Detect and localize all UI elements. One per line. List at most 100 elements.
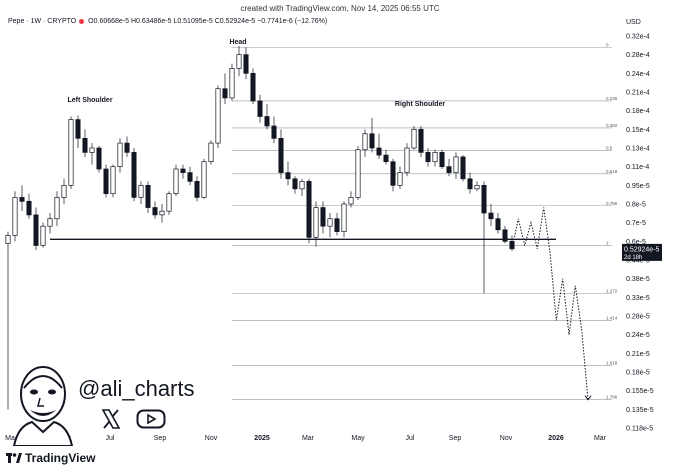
fib-level-label: 0.618 [606,169,618,174]
y-tick-label: 0.8e-5 [626,202,646,209]
candle-down [488,212,494,220]
y-tick-label: 0.118e-5 [626,426,653,433]
x-tick-label: Mar [594,435,607,442]
price-tag-value: 0.52924e-5 [624,246,660,253]
candle-down [250,72,256,102]
candle-up [327,218,333,227]
x-tick-label: May [351,435,365,442]
candle-down [285,172,291,180]
chart-caption: created with TradingView.com, Nov 14, 20… [240,4,440,13]
candle-up [138,184,144,198]
projection-path [511,207,589,400]
candle-down [257,100,263,117]
y-tick-label: 0.44e-5 [626,258,650,265]
candle-down [194,181,200,198]
tradingview-logo: TradingView [6,451,95,465]
candle-down [334,218,340,232]
candle-up [299,181,305,190]
candle-up [355,149,361,198]
candle-down [19,197,25,202]
x-tick-label: 2025 [254,435,270,442]
price-tag-countdown: 2d 18h [624,255,642,261]
candle-down [152,207,158,216]
candle-up [474,184,480,190]
candle-down [502,229,508,242]
candle-down [376,147,382,156]
candle-up [68,119,74,186]
x-tick-label: Mar [302,435,315,442]
x-tick-label: Nov [500,435,513,442]
pattern-annotation: Left Shoulder [67,97,112,104]
author-handle: @ali_charts [78,376,195,401]
pattern-annotation: Head [229,39,246,46]
candle-up [215,88,221,144]
y-tick-label: 0.6e-5 [626,239,646,246]
legend-symbol: Pepe · 1W · CRYPTO [8,18,77,25]
y-tick-label: 0.28e-5 [626,314,650,321]
y-tick-label: 0.155e-5 [626,388,654,395]
candle-up [432,152,438,163]
candle-up [201,161,207,198]
legend-change: −0.7741e-6 (−12.76%) [257,18,328,25]
candle-down [222,88,228,99]
y-tick-label: 0.32e-4 [626,34,650,41]
candle-down [278,137,284,173]
x-tick-label: Sep [154,435,167,442]
x-tick-label: 2026 [548,435,564,442]
candle-down [495,218,501,231]
x-logo-icon [101,409,121,429]
y-tick-label: 0.18e-5 [626,370,650,377]
candle-up [453,156,459,173]
candle-down [243,54,249,74]
candle-down [131,152,137,198]
candle-up [61,184,67,198]
y-tick-label: 0.13e-4 [626,146,650,153]
candle-up [313,207,319,238]
y-tick-label: 0.21e-5 [626,351,650,358]
candle-down [82,137,88,153]
candle-down [180,168,186,173]
y-tick-label: 0.33e-5 [626,295,650,302]
candle-down [187,172,193,182]
candle-up [159,210,165,216]
candle-down [320,207,326,227]
candle-up [173,168,179,194]
x-tick-label: Sep [449,435,462,442]
live-dot-icon [79,18,85,24]
candle-up [40,225,46,246]
legend-open: O0.60668e-5 [88,18,130,25]
candle-down [103,168,109,194]
legend-low: L0.51095e-5 [173,18,213,25]
fib-level-label: 1.414 [606,315,618,320]
candle-up [397,172,403,186]
pattern-annotation: Right Shoulder [395,101,445,108]
candle-down [481,184,487,214]
y-tick-label: 0.21e-4 [626,90,650,97]
candle-down [446,166,452,173]
candle-up [411,128,417,149]
y-tick-label: 0.15e-4 [626,127,650,134]
author-avatar [12,366,74,446]
footer-bar [0,446,680,475]
y-tick-label: 0.18e-4 [626,108,650,115]
youtube-logo-icon [136,409,166,429]
fib-level-label: 1.618 [606,360,618,365]
legend-high: H0.63486e-5 [131,18,172,25]
fib-level-label: 0.786 [606,201,618,206]
tradingview-mark-icon [6,453,22,463]
projection-arrow-icon [584,395,592,401]
y-tick-label: 0.7e-5 [626,220,646,227]
candle-up [117,142,123,168]
y-tick-label: 0.11e-4 [626,164,649,171]
candle-down [292,178,298,190]
symbol-legend: Pepe · 1W · CRYPTO O0.60668e-5 H0.63486e… [8,18,327,25]
tradingview-brand: TradingView [25,451,96,465]
fib-level-label: 0.5 [606,146,613,151]
candle-down [383,154,389,163]
candle-up [166,193,172,212]
axis-currency: USD [626,19,641,26]
candle-down [264,116,270,127]
candle-up [110,166,116,194]
candle-up [54,197,60,220]
